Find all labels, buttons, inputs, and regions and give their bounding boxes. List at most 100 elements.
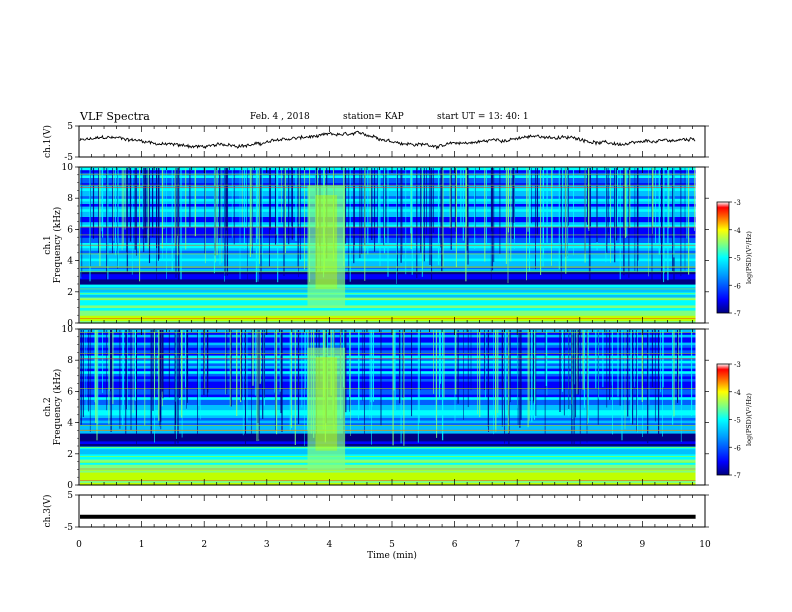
ch1-spectrogram-colorbar: -3 -4 -5 -6 -7 log(PSD)(V²/Hz) [716, 199, 753, 318]
x-tick-label: 1 [139, 540, 145, 550]
y-tick-label: -5 [64, 153, 73, 163]
x-axis-label: Time (min) [367, 550, 417, 561]
y-axis-label: ch.1(V) [42, 125, 53, 158]
colorbar-tick-label: -6 [734, 444, 741, 452]
colorbar-tick-label: -5 [734, 255, 741, 263]
freq-band [80, 302, 696, 306]
freq-band [80, 396, 696, 400]
freq-band [80, 336, 696, 340]
y-axis-label: ch.3(V) [42, 495, 53, 528]
freq-band [80, 320, 696, 324]
freq-band [80, 443, 696, 447]
freq-band [80, 312, 696, 316]
freq-band [80, 464, 696, 468]
colorbar-tick-label: -7 [734, 310, 741, 318]
ch2-spectrogram-colorbar: -3 -4 -5 -6 -7 log(PSD)(V²/Hz) [716, 361, 753, 480]
freq-band [80, 469, 696, 473]
freq-band [80, 448, 696, 452]
freq-band [80, 339, 696, 343]
waveform-line [79, 130, 696, 151]
freq-band [80, 420, 696, 424]
freq-band [80, 378, 696, 382]
freq-band [80, 342, 696, 346]
freq-band [80, 394, 696, 398]
x-tick-label: 6 [452, 540, 458, 550]
freq-band [80, 278, 696, 282]
freq-band [80, 433, 696, 437]
x-ticks [78, 126, 706, 157]
freq-band [80, 466, 696, 470]
freq-band [80, 344, 696, 348]
no-data-area [695, 167, 705, 323]
ch2-spectrogram-panel: -3 -4 -5 -6 -7 log(PSD)(V²/Hz) 0 2 4 6 8 10 ch.2 Freq… [43, 325, 753, 491]
freq-band [80, 422, 696, 426]
x-tick-label: 7 [514, 540, 520, 550]
y-tick-label: 0 [67, 481, 73, 491]
freq-band [80, 334, 696, 338]
freq-band [80, 383, 696, 387]
freq-band [80, 409, 696, 413]
page-title: VLF Spectra [80, 110, 150, 123]
colorbar-tick-label: -4 [734, 389, 741, 397]
freq-band [80, 446, 696, 450]
ch2-spectrogram-image [80, 329, 705, 486]
freq-band [80, 477, 696, 481]
burst-region [307, 347, 346, 470]
colorbar-tick-label: -3 [734, 199, 741, 207]
y-tick-label: 5 [67, 491, 73, 501]
freq-band [80, 347, 696, 351]
y-tick-label: 5 [67, 122, 73, 132]
x-ticks [78, 495, 706, 527]
freq-band [80, 474, 696, 478]
colorbar-tick-label: -5 [734, 417, 741, 425]
station-label: station= KAP [343, 112, 404, 122]
y-axis-label: Frequency (kHz) [52, 369, 63, 446]
colorbar-tick-label: -6 [734, 282, 741, 290]
freq-band [80, 289, 696, 293]
freq-band [80, 284, 696, 288]
freq-band [80, 425, 696, 429]
freq-band [80, 370, 696, 374]
freq-band [80, 315, 696, 319]
start-ut-label: start UT = 13: 40: 1 [437, 112, 529, 122]
freq-band [80, 482, 696, 486]
colorbar-tick-label: -3 [734, 361, 741, 369]
y-tick-label: 2 [67, 450, 73, 460]
freq-band [80, 331, 696, 335]
y-tick-label: 6 [67, 225, 73, 235]
freq-band [80, 375, 696, 379]
freq-band [80, 381, 696, 385]
freq-band [80, 276, 696, 280]
y-tick-label: 8 [67, 194, 73, 204]
freq-band [80, 391, 696, 395]
x-tick-label: 4 [327, 540, 333, 550]
y-ticks: 5 -5 [64, 122, 709, 163]
x-tick-label: 10 [699, 540, 711, 550]
freq-band [80, 286, 696, 290]
panel-channel-label: ch.2 [43, 397, 53, 416]
freq-band [80, 317, 696, 321]
colorbar-gradient [716, 201, 730, 314]
freq-band [80, 479, 696, 483]
date-label: Feb. 4 , 2018 [250, 112, 310, 122]
ch1-spectrogram-image [80, 167, 705, 324]
y-tick-label: 10 [62, 325, 74, 335]
ch1-waveform-panel: 5 -5 ch.1(V) [42, 122, 709, 163]
burst-core [315, 357, 338, 451]
freq-band [80, 349, 696, 353]
freq-band [80, 281, 696, 285]
freq-band [80, 414, 696, 418]
freq-band [80, 417, 696, 421]
freq-band [80, 299, 696, 303]
freq-band [80, 412, 696, 416]
x-tick-label: 9 [640, 540, 646, 550]
no-data-area [695, 329, 705, 485]
y-tick-label: -5 [64, 523, 73, 533]
freq-band [80, 362, 696, 366]
freq-band [80, 435, 696, 439]
ch1-spectrogram-panel: -3 -4 -5 -6 -7 log(PSD)(V²/Hz) 0 2 4 6 8 10 ch.1 Freq… [43, 163, 753, 329]
freq-band [80, 440, 696, 444]
x-tick-label: 5 [389, 540, 395, 550]
x-ticks [78, 167, 706, 323]
freq-band [80, 427, 696, 431]
